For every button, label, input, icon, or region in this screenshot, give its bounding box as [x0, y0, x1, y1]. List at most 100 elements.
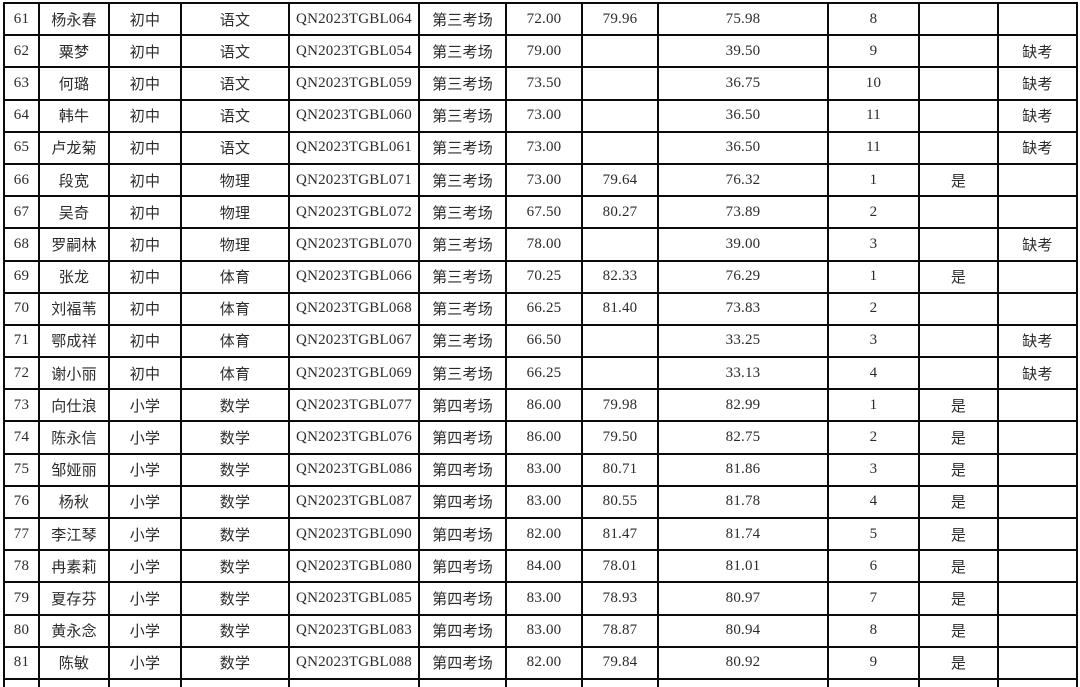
cell-serial-number: 68 — [3, 227, 40, 262]
cell-subject: 数学 — [180, 484, 290, 520]
cell-qualified-flag: 是 — [918, 388, 999, 423]
cell-candidate-name: 刘福苇 — [38, 291, 110, 326]
cell-score-2: 79.98 — [581, 388, 659, 423]
cell-score-2: 79.84 — [581, 645, 659, 680]
cell-score-2 — [581, 66, 659, 101]
table-row: 80 黄永念 小学 数学 QN2023TGBL083 第四考场 83.00 78.87 80.9… — [3, 613, 1078, 648]
cell-total-score: 76.29 — [657, 259, 829, 294]
cell-exam-room: 第三考场 — [418, 259, 507, 294]
cell-exam-id: QN2023TGBL066 — [288, 259, 420, 294]
cell-absent-flag: 缺考 — [997, 356, 1078, 391]
cell-score-1: 66.25 — [505, 356, 583, 391]
cell-rank: 2 — [827, 420, 920, 455]
cell-absent-flag: 缺考 — [997, 66, 1078, 101]
cell-candidate-name: 韩牛 — [38, 98, 110, 133]
cell-serial-number: 62 — [3, 34, 40, 69]
cell-score-1: 72.00 — [505, 1, 583, 37]
cell-exam-id: QN2023TGBL080 — [288, 549, 420, 584]
cell-qualified-flag: 是 — [918, 452, 999, 487]
cell-total-score: 39.50 — [657, 34, 829, 69]
cell-subject: 数学 — [180, 581, 290, 616]
cell-qualified-flag: 是 — [918, 581, 999, 616]
cell-absent-flag: 缺考 — [997, 98, 1078, 133]
cell-rank: 11 — [827, 130, 920, 165]
cell-absent-flag — [997, 291, 1078, 326]
cell-empty — [997, 677, 1078, 687]
cell-exam-room: 第四考场 — [418, 452, 507, 487]
cell-qualified-flag — [918, 356, 999, 391]
cell-school-level: 小学 — [108, 516, 182, 552]
cell-score-2 — [581, 323, 659, 359]
cell-exam-room: 第四考场 — [418, 420, 507, 455]
cell-exam-id: QN2023TGBL088 — [288, 645, 420, 680]
cell-qualified-flag — [918, 291, 999, 326]
cell-serial-number: 73 — [3, 388, 40, 423]
cell-score-1: 83.00 — [505, 484, 583, 520]
cell-subject: 数学 — [180, 645, 290, 680]
cell-score-2: 79.96 — [581, 1, 659, 37]
cell-score-2: 80.55 — [581, 484, 659, 520]
cell-rank: 4 — [827, 356, 920, 391]
cell-school-level: 小学 — [108, 549, 182, 584]
cell-candidate-name: 卢龙菊 — [38, 130, 110, 165]
cell-subject: 数学 — [180, 516, 290, 552]
cell-empty — [418, 677, 507, 687]
cell-school-level: 初中 — [108, 291, 182, 326]
cell-exam-room: 第四考场 — [418, 613, 507, 648]
cell-serial-number: 79 — [3, 581, 40, 616]
cell-score-1: 83.00 — [505, 452, 583, 487]
cell-subject: 数学 — [180, 613, 290, 648]
table-row: 76 杨秋 小学 数学 QN2023TGBL087 第四考场 83.00 80.55 81.78… — [3, 484, 1078, 520]
cell-school-level: 小学 — [108, 452, 182, 487]
cell-absent-flag — [997, 388, 1078, 423]
cell-rank: 8 — [827, 613, 920, 648]
cell-score-1: 83.00 — [505, 613, 583, 648]
cell-exam-id: QN2023TGBL070 — [288, 227, 420, 262]
table-row: 65 卢龙菊 初中 语文 QN2023TGBL061 第三考场 73.00 36.50 11 缺考 — [3, 130, 1078, 165]
cell-rank: 10 — [827, 66, 920, 101]
cell-score-2 — [581, 356, 659, 391]
cell-school-level: 小学 — [108, 613, 182, 648]
cell-candidate-name: 邹娅丽 — [38, 452, 110, 487]
cell-subject: 物理 — [180, 195, 290, 230]
cell-rank: 1 — [827, 162, 920, 198]
cell-total-score: 80.92 — [657, 645, 829, 680]
cell-rank: 6 — [827, 549, 920, 584]
cell-candidate-name: 吴奇 — [38, 195, 110, 230]
table-row: 66 段宽 初中 物理 QN2023TGBL071 第三考场 73.00 79.64 76.32… — [3, 162, 1078, 198]
cell-school-level: 小学 — [108, 484, 182, 520]
cell-subject: 语文 — [180, 1, 290, 37]
cell-exam-room: 第四考场 — [418, 645, 507, 680]
cell-exam-id: QN2023TGBL064 — [288, 1, 420, 37]
cell-rank: 8 — [827, 1, 920, 37]
cell-absent-flag — [997, 420, 1078, 455]
cell-exam-room: 第四考场 — [418, 388, 507, 423]
cell-serial-number: 70 — [3, 291, 40, 326]
cell-score-2: 78.01 — [581, 549, 659, 584]
cell-school-level: 初中 — [108, 98, 182, 133]
table-row: 78 冉素莉 小学 数学 QN2023TGBL080 第四考场 84.00 78.01 81.0… — [3, 549, 1078, 584]
cell-rank: 3 — [827, 227, 920, 262]
cell-subject: 体育 — [180, 356, 290, 391]
cell-absent-flag — [997, 1, 1078, 37]
table-row: 68 罗嗣林 初中 物理 QN2023TGBL070 第三考场 78.00 39.00 3 缺考 — [3, 227, 1078, 262]
cell-score-1: 67.50 — [505, 195, 583, 230]
cell-candidate-name: 陈永信 — [38, 420, 110, 455]
cell-subject: 数学 — [180, 549, 290, 584]
cell-exam-id: QN2023TGBL071 — [288, 162, 420, 198]
cell-total-score: 36.50 — [657, 130, 829, 165]
cell-rank: 3 — [827, 452, 920, 487]
cell-rank: 4 — [827, 484, 920, 520]
cell-exam-room: 第三考场 — [418, 356, 507, 391]
cell-total-score: 36.50 — [657, 98, 829, 133]
cell-serial-number: 64 — [3, 98, 40, 133]
cell-serial-number: 75 — [3, 452, 40, 487]
cell-serial-number: 72 — [3, 356, 40, 391]
cell-absent-flag — [997, 452, 1078, 487]
cell-qualified-flag — [918, 66, 999, 101]
table-row: 67 吴奇 初中 物理 QN2023TGBL072 第三考场 67.50 80.27 73.89… — [3, 195, 1078, 230]
cell-score-2 — [581, 227, 659, 262]
cell-serial-number: 61 — [3, 1, 40, 37]
cell-score-2: 80.71 — [581, 452, 659, 487]
